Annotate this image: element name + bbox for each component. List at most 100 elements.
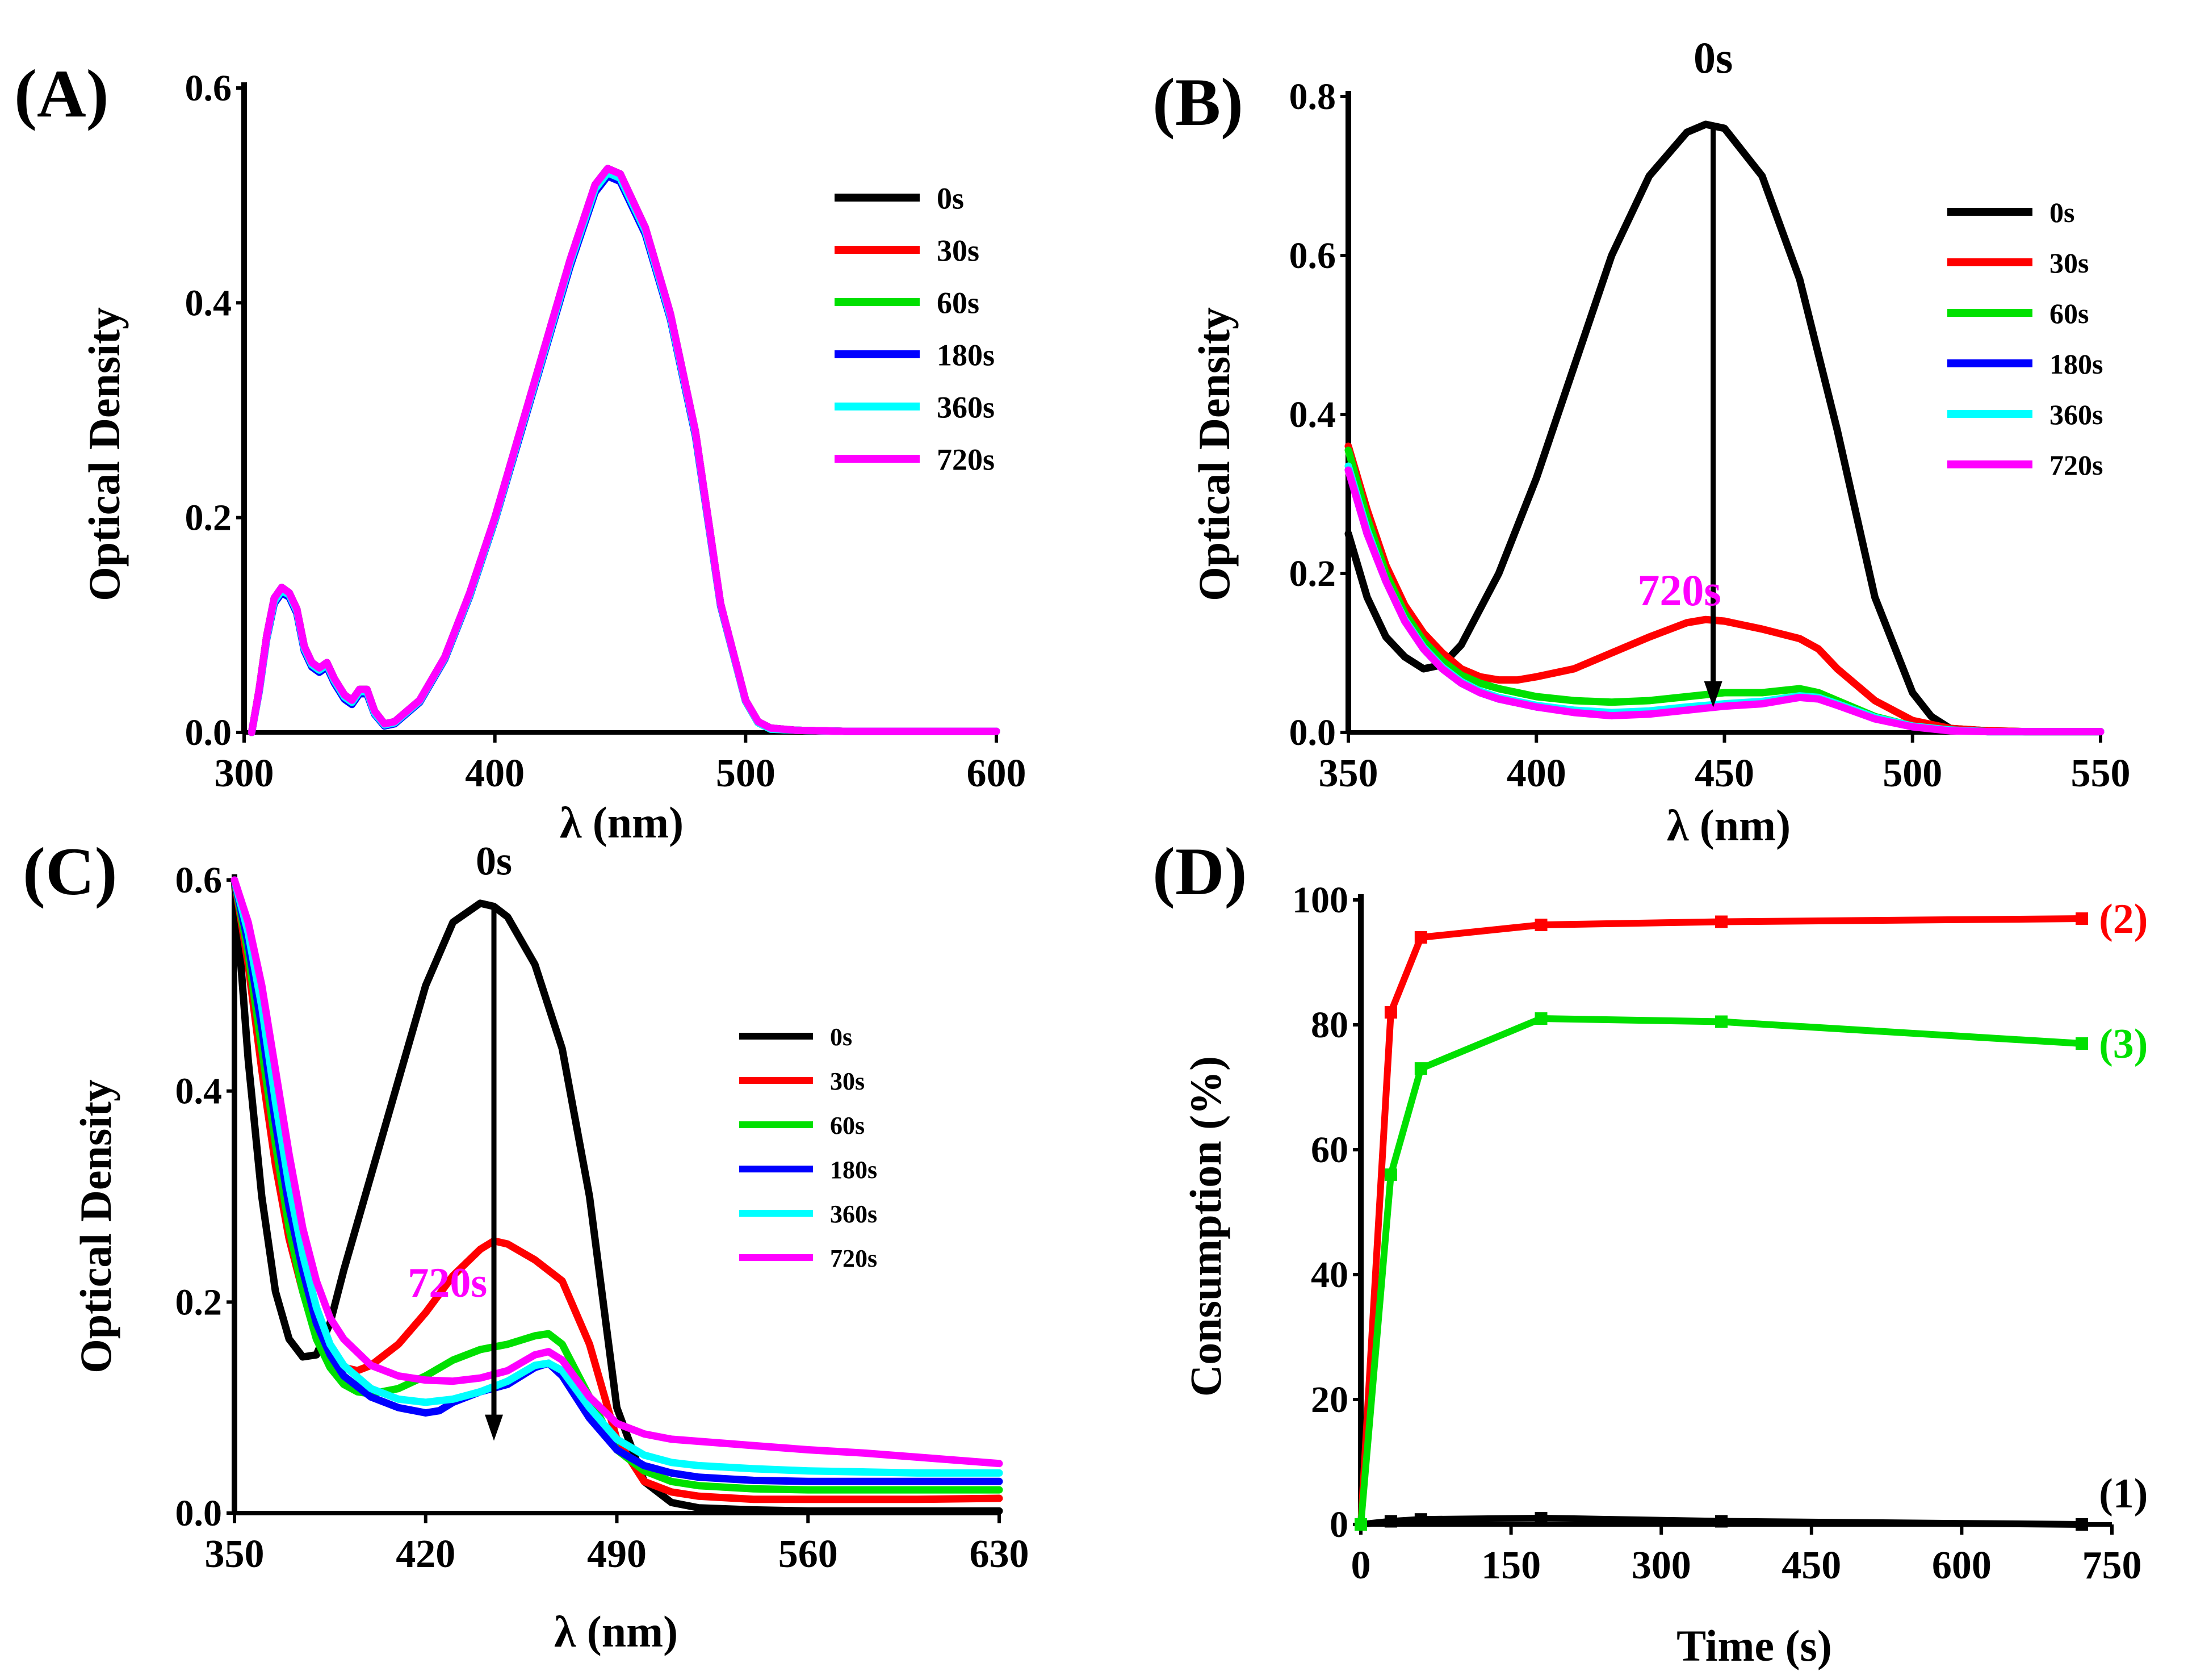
panel-a: (A) 300 400 500 600 0.0 0.2 0.4 0.6 λ (nm) Optical… — [14, 56, 1026, 847]
y-tick-label: 0.6 — [175, 860, 223, 901]
y-tick-label: 60 — [1311, 1129, 1348, 1171]
data-point — [1384, 1515, 1397, 1528]
y-tick-label: 80 — [1311, 1004, 1348, 1046]
data-point — [1535, 1512, 1548, 1524]
x-tick-label: 550 — [2071, 752, 2131, 795]
data-point — [1414, 1513, 1427, 1526]
series-line-60s — [248, 166, 1000, 736]
y-tick-label: 0.0 — [175, 1493, 223, 1534]
y-tick-label: 100 — [1292, 879, 1348, 921]
series-label: (1) — [2099, 1470, 2148, 1517]
legend-label: 30s — [2049, 247, 2089, 279]
x-tick-label: 500 — [716, 752, 776, 795]
series-label: (2) — [2099, 896, 2148, 942]
legend-label: 360s — [937, 390, 995, 424]
series-line-60s — [230, 876, 1003, 1494]
data-point — [1414, 1062, 1427, 1075]
panel-label: (B) — [1152, 64, 1243, 140]
x-tick-label: 500 — [1883, 752, 1942, 795]
legend-label: 0s — [2049, 196, 2074, 228]
data-point — [1355, 1518, 1367, 1531]
y-axis-label: Optical Density — [71, 1079, 120, 1373]
annotation-label: 0s — [1694, 33, 1733, 82]
panel-d: (D) 0 150 300 450 600 750 0 20 40 60 80 100 Time (s) C… — [1152, 833, 2148, 1670]
decay-arrow-head — [1704, 681, 1722, 707]
series-line-720s — [1344, 466, 2105, 736]
data-point — [2076, 912, 2089, 925]
x-tick-label: 350 — [1319, 752, 1378, 795]
legend-label: 180s — [830, 1156, 877, 1184]
series-line-3 — [1357, 1015, 2086, 1528]
x-tick-label: 490 — [587, 1532, 647, 1576]
legend-label: 30s — [937, 233, 979, 267]
x-tick-label: 630 — [970, 1532, 1029, 1576]
y-axis-label: Optical Density — [79, 307, 129, 601]
y-tick-label: 0.2 — [1289, 553, 1336, 594]
series-line-30s — [248, 166, 1000, 736]
data-point — [1715, 1515, 1728, 1528]
x-axis-label: Time (s) — [1676, 1621, 1832, 1670]
y-tick-label: 0.2 — [185, 497, 232, 539]
legend-label: 0s — [830, 1023, 852, 1051]
legend-label: 180s — [937, 338, 995, 372]
x-tick-label: 0 — [1351, 1544, 1371, 1587]
x-axis-label: λ (nm) — [1667, 801, 1791, 850]
panel-c: (C) 350 420 490 560 630 0.0 0.2 0.4 0.6 λ (nm) Opti… — [23, 833, 1029, 1656]
series-line-360s — [248, 169, 1000, 736]
panel-label: (A) — [14, 56, 109, 131]
annotation-label: 720s — [1637, 565, 1721, 615]
y-tick-label: 20 — [1311, 1379, 1348, 1421]
data-point — [1715, 915, 1728, 928]
data-point — [2076, 1037, 2089, 1050]
y-tick-label: 40 — [1311, 1254, 1348, 1296]
data-point — [2076, 1518, 2089, 1531]
annotation-label: 720s — [408, 1260, 487, 1306]
series-line-2 — [1357, 915, 2086, 1528]
panel-label: (C) — [23, 833, 118, 909]
series-line-30s — [1344, 442, 2105, 736]
x-tick-label: 560 — [778, 1532, 838, 1576]
x-tick-label: 600 — [1932, 1544, 1992, 1587]
y-tick-label: 0.2 — [175, 1281, 223, 1323]
data-point — [1535, 1012, 1548, 1025]
x-tick-label: 450 — [1782, 1544, 1841, 1587]
series-line-180s — [248, 172, 1000, 736]
series-line-720s — [248, 165, 1000, 736]
legend-label: 720s — [830, 1245, 877, 1272]
y-tick-label: 0.0 — [185, 712, 232, 753]
y-tick-label: 0.4 — [185, 282, 232, 324]
legend-label: 360s — [830, 1200, 877, 1228]
series-line-0s — [230, 876, 1003, 1515]
legend-label: 360s — [2049, 399, 2103, 430]
data-point — [1384, 1168, 1397, 1181]
y-tick-label: 0.0 — [1289, 712, 1336, 753]
panel-label: (D) — [1152, 833, 1247, 909]
annotation-label: 0s — [476, 839, 512, 884]
legend-label: 30s — [830, 1067, 865, 1095]
y-axis-label: Optical Density — [1189, 307, 1239, 601]
y-tick-label: 0.6 — [185, 68, 232, 109]
x-tick-label: 300 — [215, 752, 274, 795]
y-axis-label: Consumption (%) — [1181, 1056, 1230, 1397]
series-label: (3) — [2099, 1021, 2148, 1067]
legend-label: 720s — [2049, 449, 2103, 481]
legend-label: 720s — [937, 442, 995, 476]
data-point — [1535, 919, 1548, 931]
data-point — [1715, 1015, 1728, 1028]
y-tick-label: 0 — [1330, 1504, 1348, 1545]
x-tick-label: 400 — [465, 752, 525, 795]
y-tick-label: 0.4 — [175, 1071, 223, 1112]
x-tick-label: 450 — [1695, 752, 1754, 795]
data-point — [1384, 1006, 1397, 1019]
x-tick-label: 600 — [967, 752, 1026, 795]
x-tick-label: 300 — [1632, 1544, 1691, 1587]
x-axis-label: λ (nm) — [554, 1607, 678, 1656]
x-tick-label: 750 — [2082, 1544, 2142, 1587]
legend-label: 60s — [937, 286, 979, 320]
y-tick-label: 0.6 — [1289, 235, 1336, 276]
decay-arrow-head — [485, 1414, 504, 1441]
x-tick-label: 150 — [1481, 1544, 1541, 1587]
legend-label: 60s — [830, 1112, 865, 1139]
legend-label: 180s — [2049, 348, 2103, 380]
